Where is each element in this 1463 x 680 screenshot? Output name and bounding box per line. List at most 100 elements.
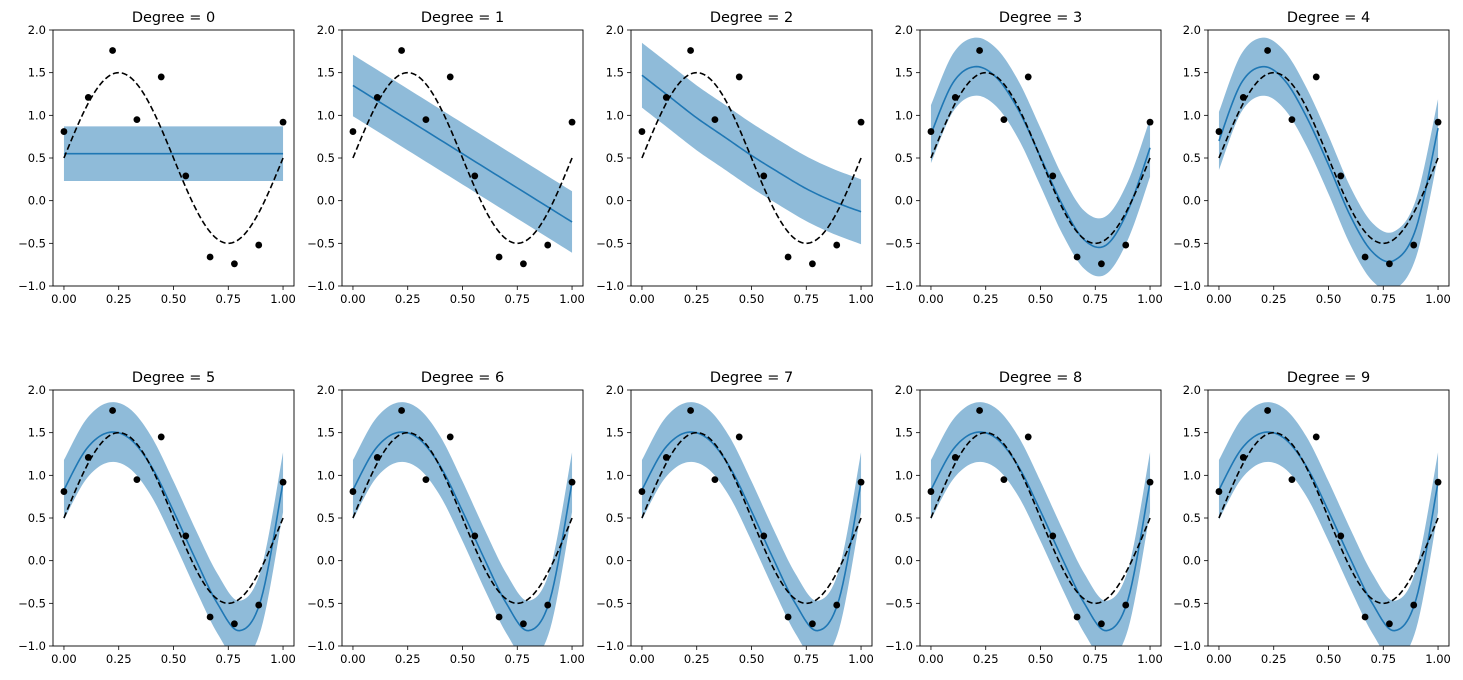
data-point xyxy=(927,128,935,135)
y-tick-label: 1.0 xyxy=(1183,468,1201,482)
x-tick-label: 1.00 xyxy=(270,292,296,306)
subplot-degree-1: 0.00 0.25 0.50 0.75 1.00 −1.0 −0.5 0.0 0.5 1.0 1.5… xyxy=(307,10,585,306)
y-tick-label: −0.5 xyxy=(18,596,46,610)
uncertainty-band xyxy=(63,402,284,646)
y-tick-label: 2.0 xyxy=(317,383,335,397)
y-tick-label: −1.0 xyxy=(885,639,913,653)
y-tick-label: −1.0 xyxy=(885,279,913,293)
data-point xyxy=(1122,241,1130,249)
true-function-curve xyxy=(1218,431,1439,605)
data-point xyxy=(833,601,841,609)
y-tick-label: 0.0 xyxy=(1183,194,1201,208)
data-point xyxy=(1264,47,1271,54)
data-point xyxy=(109,407,116,414)
plot-area xyxy=(60,402,287,646)
data-point xyxy=(206,613,214,621)
subplot-degree-5: 0.00 0.25 0.50 0.75 1.00 −1.0 −0.5 0.0 0.5 1.0 1.5… xyxy=(18,370,296,666)
data-point xyxy=(976,407,983,414)
y-tick-label: −1.0 xyxy=(596,279,624,293)
data-point xyxy=(109,47,116,54)
subplot-title: Degree = 4 xyxy=(1287,10,1370,26)
subplot-degree-9: 0.00 0.25 0.50 0.75 1.00 −1.0 −0.5 0.0 0.5 1.0 1.5… xyxy=(1173,370,1451,666)
y-tick-label: 0.0 xyxy=(317,194,335,208)
data-point xyxy=(182,532,190,540)
y-tick-label: 1.0 xyxy=(28,108,46,122)
y-tick-label: 0.0 xyxy=(895,194,913,208)
y-tick-label: 0.0 xyxy=(317,554,335,568)
data-point xyxy=(446,73,454,81)
data-point xyxy=(60,128,68,135)
y-tick-label: −0.5 xyxy=(885,236,913,250)
y-tick-label: −0.5 xyxy=(18,236,46,250)
x-tick-label: 0.00 xyxy=(51,292,77,306)
subplot-degree-0: 0.00 0.25 0.50 0.75 1.00 −1.0 −0.5 0.0 0.5 1.0 1.5… xyxy=(18,10,296,306)
data-point xyxy=(1146,478,1154,486)
x-tick-label: 1.00 xyxy=(1425,292,1451,306)
x-tick-label: 0.50 xyxy=(450,652,476,666)
y-tick-label: 0.5 xyxy=(1183,511,1201,525)
y-tick-label: −1.0 xyxy=(1173,279,1201,293)
y-tick-label: 0.5 xyxy=(317,151,335,165)
x-tick-label: 0.00 xyxy=(629,292,655,306)
plot-area xyxy=(349,47,576,268)
data-point xyxy=(1024,433,1032,441)
true-function-curve xyxy=(63,431,284,605)
y-tick-label: −0.5 xyxy=(885,596,913,610)
y-tick-label: 0.0 xyxy=(606,554,624,568)
y-tick-label: −0.5 xyxy=(596,236,624,250)
plot-area xyxy=(1215,37,1442,286)
y-tick-label: −1.0 xyxy=(307,639,335,653)
y-tick-label: 0.5 xyxy=(895,151,913,165)
data-point xyxy=(1386,620,1393,628)
y-tick-label: 1.5 xyxy=(895,426,913,440)
y-tick-label: −0.5 xyxy=(307,236,335,250)
y-tick-label: 0.5 xyxy=(606,511,624,525)
y-tick-label: −0.5 xyxy=(1173,236,1201,250)
data-point xyxy=(1049,172,1057,180)
data-point xyxy=(662,94,670,101)
y-tick-label: 2.0 xyxy=(28,383,46,397)
data-point xyxy=(735,433,743,441)
data-point xyxy=(279,478,287,486)
data-point xyxy=(1264,407,1271,414)
data-point xyxy=(544,241,552,249)
data-point xyxy=(1337,172,1345,180)
y-tick-label: 0.0 xyxy=(28,194,46,208)
subplot-title: Degree = 1 xyxy=(421,10,504,26)
subplot-title: Degree = 0 xyxy=(132,10,215,26)
y-tick-label: 1.0 xyxy=(895,468,913,482)
data-point xyxy=(398,47,405,54)
data-point xyxy=(1239,454,1247,461)
y-tick-label: 1.0 xyxy=(606,468,624,482)
data-point xyxy=(1215,488,1223,495)
data-point xyxy=(157,433,165,441)
uncertainty-band xyxy=(930,402,1151,646)
y-tick-label: 1.0 xyxy=(317,468,335,482)
data-point xyxy=(687,407,694,414)
y-tick-label: 0.0 xyxy=(28,554,46,568)
y-tick-label: 1.0 xyxy=(895,108,913,122)
plot-area xyxy=(927,37,1154,277)
x-tick-label: 0.25 xyxy=(973,292,999,306)
x-tick-label: 0.75 xyxy=(793,292,819,306)
x-tick-label: 0.00 xyxy=(51,652,77,666)
data-point xyxy=(1049,532,1057,540)
y-tick-label: 2.0 xyxy=(895,23,913,37)
data-point xyxy=(1361,253,1369,261)
y-tick-label: 0.5 xyxy=(28,151,46,165)
data-point xyxy=(84,454,92,461)
data-point xyxy=(133,116,141,123)
data-point xyxy=(857,478,865,486)
data-point xyxy=(784,613,792,621)
y-tick-label: 1.5 xyxy=(1183,66,1201,80)
data-point xyxy=(133,476,141,483)
subplot-title: Degree = 3 xyxy=(999,10,1082,26)
x-tick-label: 0.25 xyxy=(395,292,421,306)
x-tick-label: 0.25 xyxy=(1261,292,1287,306)
y-tick-label: 0.0 xyxy=(1183,554,1201,568)
data-point xyxy=(471,532,479,540)
data-point xyxy=(471,172,479,180)
fitted-curve xyxy=(641,74,862,213)
subplot-degree-7: 0.00 0.25 0.50 0.75 1.00 −1.0 −0.5 0.0 0.5 1.0 1.5… xyxy=(596,370,874,666)
y-tick-label: −1.0 xyxy=(18,639,46,653)
